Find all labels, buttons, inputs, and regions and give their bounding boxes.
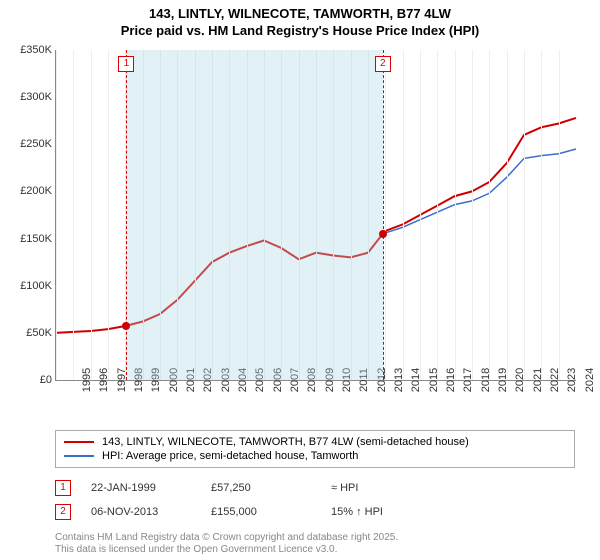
y-axis-label: £50K xyxy=(26,327,56,339)
gridline-v xyxy=(541,50,542,380)
gridline-v xyxy=(455,50,456,380)
annotation-price: £57,250 xyxy=(211,482,311,494)
marker-line xyxy=(383,50,384,380)
marker-dot xyxy=(379,230,387,238)
gridline-v xyxy=(507,50,508,380)
chart-title: 143, LINTLY, WILNECOTE, TAMWORTH, B77 4L… xyxy=(0,0,600,40)
annotation-row: 1 22-JAN-1999 £57,250 ≈ HPI xyxy=(55,476,575,500)
gridline-v xyxy=(73,50,74,380)
chart-footer: Contains HM Land Registry data © Crown c… xyxy=(55,532,398,556)
marker-dot xyxy=(122,322,130,330)
legend-label: HPI: Average price, semi-detached house,… xyxy=(102,450,358,462)
chart-legend: 143, LINTLY, WILNECOTE, TAMWORTH, B77 4L… xyxy=(55,430,575,468)
annotation-table: 1 22-JAN-1999 £57,250 ≈ HPI 2 06-NOV-2013 £155… xyxy=(55,476,575,524)
annotation-delta: 15% ↑ HPI xyxy=(331,506,431,518)
gridline-v xyxy=(420,50,421,380)
gridline-v xyxy=(91,50,92,380)
gridline-v xyxy=(403,50,404,380)
annotation-row: 2 06-NOV-2013 £155,000 15% ↑ HPI xyxy=(55,500,575,524)
gridline-v xyxy=(108,50,109,380)
y-axis-label: £100K xyxy=(20,280,56,292)
gridline-v xyxy=(489,50,490,380)
annotation-marker: 1 xyxy=(55,480,71,496)
annotation-marker: 2 xyxy=(55,504,71,520)
x-axis-label: 2024 xyxy=(559,368,596,392)
legend-item: 143, LINTLY, WILNECOTE, TAMWORTH, B77 4L… xyxy=(64,435,566,449)
footer-line-2: This data is licensed under the Open Gov… xyxy=(55,544,398,556)
gridline-v xyxy=(472,50,473,380)
y-axis-label: £350K xyxy=(20,44,56,56)
y-axis-label: £300K xyxy=(20,91,56,103)
series-line xyxy=(383,149,576,234)
marker-line xyxy=(126,50,127,380)
gridline-v xyxy=(56,50,57,380)
annotation-price: £155,000 xyxy=(211,506,311,518)
chart-plot-area: 1995199619971998199920002001200220032004… xyxy=(55,50,576,381)
gridline-v xyxy=(385,50,386,380)
gridline-v xyxy=(559,50,560,380)
legend-swatch xyxy=(64,441,94,443)
legend-item: HPI: Average price, semi-detached house,… xyxy=(64,449,566,463)
gridline-v xyxy=(437,50,438,380)
marker-label: 2 xyxy=(375,56,391,72)
y-axis-label: £200K xyxy=(20,185,56,197)
y-axis-label: £150K xyxy=(20,233,56,245)
footer-line-1: Contains HM Land Registry data © Crown c… xyxy=(55,532,398,544)
annotation-date: 22-JAN-1999 xyxy=(91,482,191,494)
title-line-2: Price paid vs. HM Land Registry's House … xyxy=(0,23,600,40)
legend-label: 143, LINTLY, WILNECOTE, TAMWORTH, B77 4L… xyxy=(102,436,469,448)
shaded-region xyxy=(126,50,382,380)
annotation-delta: ≈ HPI xyxy=(331,482,431,494)
y-axis-label: £0 xyxy=(40,374,56,386)
annotation-date: 06-NOV-2013 xyxy=(91,506,191,518)
gridline-v xyxy=(524,50,525,380)
legend-swatch xyxy=(64,455,94,457)
y-axis-label: £250K xyxy=(20,138,56,150)
title-line-1: 143, LINTLY, WILNECOTE, TAMWORTH, B77 4L… xyxy=(0,6,600,23)
marker-label: 1 xyxy=(118,56,134,72)
